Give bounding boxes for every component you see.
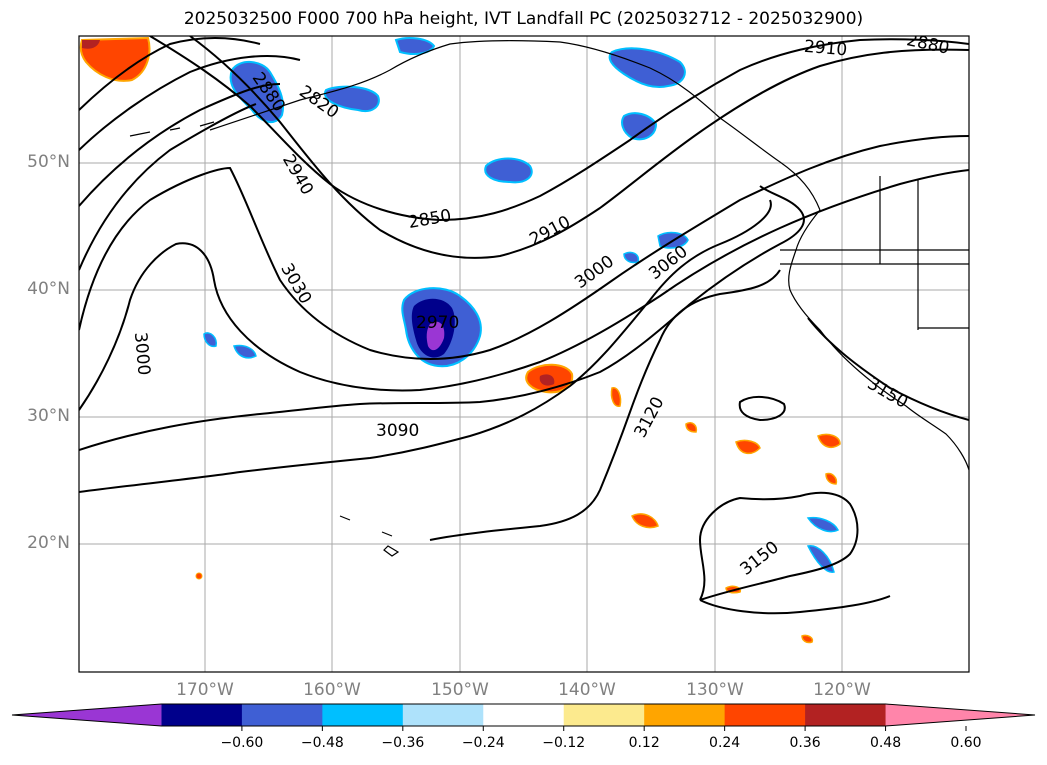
lat-tick-label: 50°N xyxy=(27,152,70,172)
colorbar-tick-label: 0.24 xyxy=(709,735,741,751)
blob-small-5 xyxy=(806,516,840,533)
map-frame xyxy=(78,35,970,673)
colorbar-segment xyxy=(322,704,404,726)
colorbar-tick-label: 0.60 xyxy=(950,735,982,751)
blob-small-2 xyxy=(233,344,257,359)
lon-tick-label: 170°W xyxy=(176,680,234,700)
colorbar-tick-label: −0.48 xyxy=(300,735,344,751)
colorbar-outline xyxy=(11,703,1036,727)
lat-tick-label: 30°N xyxy=(27,406,70,426)
ivt-positive-blobs xyxy=(79,36,841,644)
colorbar-extend-min xyxy=(12,704,162,726)
colorbar-tick-label: 0.48 xyxy=(869,735,902,751)
contour-label: 3000 xyxy=(130,331,154,376)
contour-label: 2910 xyxy=(803,37,848,61)
colorbar-extend-max xyxy=(885,704,1035,726)
blob-alaska-top xyxy=(394,37,436,55)
blob-pos-center-core xyxy=(539,374,555,386)
coastlines xyxy=(129,40,969,557)
blob-gulf-1 xyxy=(608,47,686,88)
colorbar-segment xyxy=(483,704,565,726)
blob-gulf-2 xyxy=(621,112,658,141)
blob-alaska-mid xyxy=(323,85,380,112)
colorbar-segments xyxy=(11,703,1036,731)
colorbar-tick-label: −0.60 xyxy=(220,735,264,751)
blob-pos-dot xyxy=(195,572,203,580)
colorbar-segment xyxy=(805,704,887,726)
colorbar-segment xyxy=(724,704,806,726)
chart-title: 2025032500 F000 700 hPa height, IVT Land… xyxy=(183,9,864,29)
blob-nw-corner-core xyxy=(82,40,100,49)
blob-pos-3 xyxy=(631,513,659,529)
map-frame-bg xyxy=(79,36,969,672)
contour-label: 2970 xyxy=(416,313,459,333)
colorbar-tick-label: −0.24 xyxy=(461,735,505,751)
colorbar-segment xyxy=(241,704,323,726)
blob-small-1 xyxy=(203,332,218,348)
lon-tick-label: 150°W xyxy=(431,680,489,700)
colorbar-segment xyxy=(402,704,484,726)
blob-pos-5 xyxy=(817,433,841,449)
lon-tick-label: 120°W xyxy=(813,680,871,700)
contour-label: 3090 xyxy=(376,421,419,441)
colorbar-tick-label: 0.12 xyxy=(628,735,660,751)
blob-center-north xyxy=(484,157,533,184)
lat-tick-label: 20°N xyxy=(27,533,70,553)
colorbar-segment xyxy=(644,704,726,726)
lon-tick-label: 140°W xyxy=(558,680,616,700)
lon-tick-label: 160°W xyxy=(303,680,361,700)
blob-pos-2 xyxy=(610,387,622,407)
colorbar-tick-label: −0.12 xyxy=(542,735,586,751)
blob-pos-4 xyxy=(735,439,761,455)
colorbar-segment xyxy=(563,704,645,726)
blob-pos-6 xyxy=(685,421,698,433)
colorbar-segment xyxy=(161,704,243,726)
lat-tick-label: 40°N xyxy=(27,279,70,299)
lon-tick-label: 130°W xyxy=(686,680,744,700)
blob-pos-9 xyxy=(825,472,838,485)
blob-pos-8 xyxy=(801,634,814,644)
colorbar-tick-label: −0.36 xyxy=(381,735,425,751)
height-contours xyxy=(79,36,969,615)
colorbar-tick-label: 0.36 xyxy=(789,735,821,751)
blob-main-inner xyxy=(426,321,445,351)
map-canvas: 2910 2880 2880 2820 2940 2850 2910 3000 … xyxy=(78,35,970,673)
